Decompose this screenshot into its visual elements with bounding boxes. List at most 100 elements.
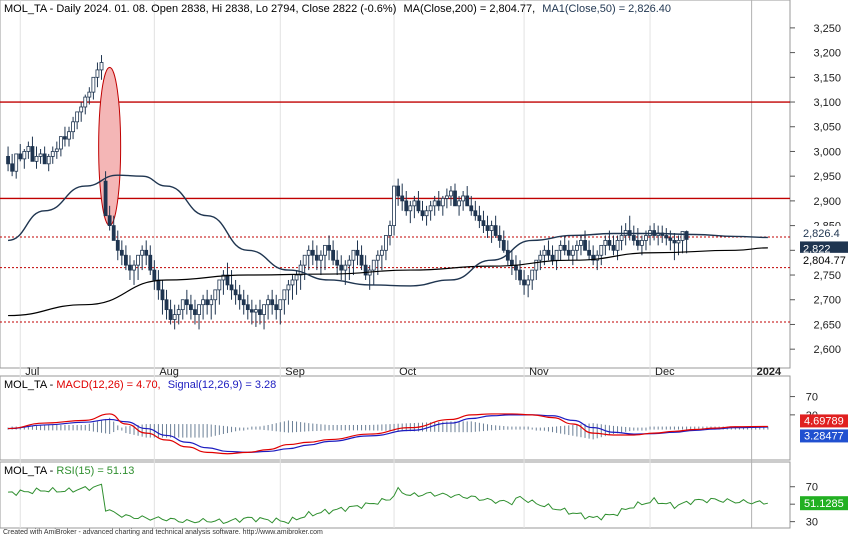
candle-body-up <box>26 146 31 152</box>
candle <box>477 205 482 229</box>
candle-body-down <box>164 299 169 311</box>
candle-body-down <box>473 210 478 217</box>
x-tick-label: Aug <box>159 366 179 378</box>
candle-body-down <box>668 237 673 241</box>
candle-body-up <box>209 299 214 306</box>
candle-body-up <box>254 309 258 313</box>
candle <box>501 230 506 253</box>
last-price-badge: 2,822 <box>803 243 831 255</box>
candle <box>30 136 35 162</box>
candle-body-down <box>258 309 262 315</box>
candle <box>347 255 352 280</box>
candle <box>550 245 555 266</box>
candle <box>14 153 19 179</box>
candle-body-down <box>550 254 555 261</box>
candle <box>270 289 275 315</box>
candle <box>408 200 413 224</box>
candle <box>530 269 535 290</box>
candle <box>481 210 486 234</box>
candle <box>107 205 112 231</box>
candle <box>152 260 157 290</box>
candle-body-down <box>128 264 132 271</box>
candle-body-down <box>469 205 474 212</box>
candle-body-down <box>664 235 669 239</box>
candle <box>635 228 640 251</box>
candle <box>83 94 88 115</box>
candle <box>201 294 205 320</box>
candle <box>473 200 478 221</box>
candle <box>241 289 246 315</box>
candle <box>10 153 15 177</box>
candle-body-down <box>518 269 522 281</box>
candle <box>587 240 591 261</box>
candle-body-down <box>103 180 108 217</box>
x-tick-label: Nov <box>529 366 549 378</box>
candle <box>172 304 177 330</box>
candle <box>416 191 421 214</box>
gap-highlight-ellipse <box>98 66 122 227</box>
candle-body-down <box>111 225 116 241</box>
candle-body-down <box>241 299 246 306</box>
y-tick-label: 2,700 <box>813 295 841 307</box>
candle <box>428 200 433 221</box>
candle <box>50 146 55 164</box>
candle <box>209 294 214 320</box>
candle <box>672 233 677 261</box>
candle <box>526 275 531 298</box>
candle <box>465 186 470 207</box>
candle <box>396 178 401 206</box>
y-tick-label: 3,200 <box>813 48 841 60</box>
candle <box>34 146 39 169</box>
candle <box>583 230 587 251</box>
candle-body-down <box>400 195 405 202</box>
candle-body-up <box>217 279 222 291</box>
candle <box>485 215 490 238</box>
candle-body-up <box>371 259 376 271</box>
y-tick-label: 3,250 <box>813 23 841 35</box>
candle <box>323 244 327 271</box>
candle <box>54 141 59 159</box>
candle <box>538 250 543 271</box>
rsi-label: RSI(15) = 51.13 <box>56 465 134 477</box>
candle-body-up <box>384 235 388 251</box>
ma50-badge: 2,826.4 <box>803 228 840 240</box>
candle-body-up <box>526 279 531 286</box>
candle-body-up <box>347 259 352 266</box>
candle-body-down <box>310 249 315 256</box>
candle-body-up <box>91 76 96 93</box>
candle-body-down <box>245 304 250 311</box>
y-tick-label: 2,600 <box>813 344 841 356</box>
candle-body-up <box>388 225 392 236</box>
candle <box>570 245 575 266</box>
y-tick-label: 3,050 <box>813 122 841 134</box>
candle-body-down <box>522 279 526 286</box>
candle-body-up <box>294 274 299 281</box>
candle <box>67 126 71 147</box>
candle-body-up <box>197 304 201 315</box>
candle-body-down <box>119 249 124 256</box>
price-y-axis: 2,6002,6502,7002,7502,8002,8502,9002,950… <box>790 23 841 356</box>
candle <box>335 250 340 276</box>
candle-body-up <box>140 249 145 256</box>
candle-body-down <box>493 225 498 236</box>
candle <box>140 245 145 271</box>
candle-body-down <box>635 240 640 246</box>
price-panel <box>0 0 791 369</box>
candle <box>6 146 10 172</box>
candle <box>424 205 429 226</box>
candle <box>371 259 376 285</box>
candle-body-down <box>237 294 242 301</box>
candle <box>197 304 201 330</box>
candle-body-up <box>46 155 51 165</box>
candle <box>493 215 498 238</box>
candle <box>384 235 388 261</box>
candle-body-down <box>546 249 551 256</box>
candle-body-up <box>278 299 283 311</box>
candle <box>310 240 315 266</box>
rsi-badge-bg <box>800 496 848 511</box>
candle <box>339 255 344 280</box>
candle-body-up <box>534 259 539 271</box>
candle-body-up <box>132 264 136 271</box>
candle-body-down <box>335 259 340 266</box>
candle-body-up <box>201 299 205 306</box>
